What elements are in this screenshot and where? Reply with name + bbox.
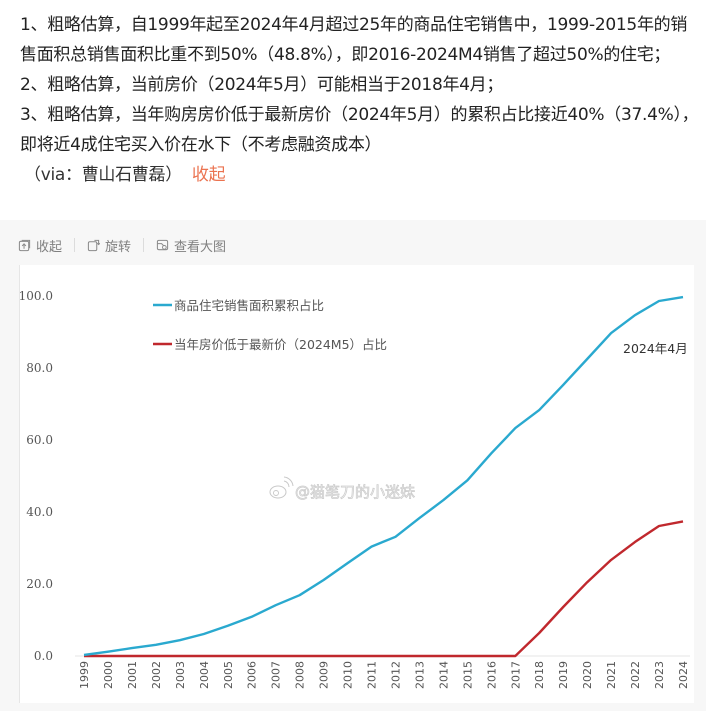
post-paragraph-1: 1、粗略估算，自1999年起至2024年4月超过25年的商品住宅销售中，1999… [20, 15, 688, 65]
series-line-cumulative [83, 295, 684, 657]
collapse-image-label: 收起 [36, 239, 63, 255]
y-tick-label: 20.0 [26, 577, 53, 591]
x-tick-label: 2013 [413, 661, 426, 689]
x-tick-label: 2020 [581, 661, 594, 689]
rotate-image-button[interactable]: 旋转 [87, 236, 131, 255]
x-tick-label: 2005 [222, 661, 235, 689]
annotation-2024-april: 2024年4月 [623, 341, 688, 356]
x-tick-label: 2023 [653, 661, 666, 689]
x-tick-label: 2017 [509, 661, 522, 689]
x-tick-label: 2008 [294, 661, 307, 689]
x-tick-label: 2004 [198, 661, 211, 689]
x-tick-label: 2022 [629, 661, 642, 689]
x-tick-label: 2010 [342, 661, 355, 689]
line-chart: 0.0 20.0 40.0 60.0 80.0 100.0 1999 2000 2001 200… [20, 289, 690, 689]
view-large-image-label: 查看大图 [174, 239, 227, 255]
y-axis: 0.0 20.0 40.0 60.0 80.0 100.0 [20, 289, 53, 663]
view-large-image-button[interactable]: 查看大图 [156, 236, 226, 255]
chart-series [83, 295, 684, 658]
collapse-icon [18, 239, 31, 251]
x-tick-label: 2000 [102, 661, 115, 689]
post-body: 1、粗略估算，自1999年起至2024年4月超过25年的商品住宅销售中，1999… [20, 10, 700, 190]
watermark-text: @猫笔刀的小迷妹 [295, 483, 415, 501]
image-viewer: 收起 旋转 查看大图 0.0 20.0 40.0 60.0 80.0 100.0 1999… [0, 220, 706, 711]
post-paragraph-3: 3、粗略估算，当年购房房价低于最新房价（2024年5月）的累积占比接近40%（3… [20, 105, 699, 155]
x-tick-label: 2007 [270, 661, 283, 689]
via-line: （via：曹山石曹磊） 收起 [20, 160, 700, 190]
x-tick-label: 2021 [605, 661, 618, 689]
x-tick-label: 2011 [366, 661, 379, 689]
x-tick-label: 1999 [78, 661, 91, 689]
y-tick-label: 40.0 [26, 505, 53, 519]
legend-label-underwater: 当年房价低于最新价（2024M5）占比 [174, 337, 387, 352]
y-tick-label: 100.0 [20, 289, 53, 303]
chart-image[interactable]: 0.0 20.0 40.0 60.0 80.0 100.0 1999 2000 2001 200… [19, 265, 694, 703]
y-tick-label: 80.0 [26, 361, 53, 375]
collapse-image-button[interactable]: 收起 [18, 236, 62, 255]
view-large-image-icon [156, 239, 169, 250]
x-tick-label: 2019 [557, 661, 570, 689]
watermark: @猫笔刀的小迷妹 [269, 476, 415, 501]
x-tick-label: 2009 [318, 661, 331, 689]
x-tick-label: 2002 [150, 661, 163, 689]
y-tick-label: 0.0 [34, 649, 53, 663]
x-tick-label: 2018 [533, 661, 546, 689]
weibo-logo-icon [269, 476, 294, 499]
x-tick-label: 2001 [126, 661, 139, 689]
x-tick-label: 2016 [485, 661, 498, 689]
rotate-icon [87, 239, 101, 251]
rotate-image-label: 旋转 [105, 239, 132, 255]
x-axis: 1999 2000 2001 2002 2003 2004 2005 2006 2007 2008… [78, 661, 690, 689]
image-toolbar: 收起 旋转 查看大图 [18, 234, 226, 256]
via-attribution: （via：曹山石曹磊） [24, 165, 182, 185]
x-tick-label: 2015 [461, 661, 474, 689]
x-tick-label: 2024 [677, 661, 690, 689]
x-tick-label: 2014 [437, 661, 450, 689]
legend-label-cumulative: 商品住宅销售面积累积占比 [174, 298, 324, 313]
collapse-text-link[interactable]: 收起 [191, 165, 226, 185]
chart-legend: 商品住宅销售面积累积占比 当年房价低于最新价（2024M5）占比 [153, 298, 387, 352]
toolbar-divider [74, 238, 76, 252]
x-tick-label: 2012 [389, 661, 402, 689]
toolbar-divider [143, 238, 145, 252]
y-tick-label: 60.0 [26, 433, 53, 447]
x-tick-label: 2003 [174, 661, 187, 689]
x-tick-label: 2006 [246, 661, 259, 689]
series-line-underwater [84, 520, 684, 658]
post-paragraph-2: 2、粗略估算，当前房价（2024年5月）可能相当于2018年4月； [20, 75, 504, 95]
